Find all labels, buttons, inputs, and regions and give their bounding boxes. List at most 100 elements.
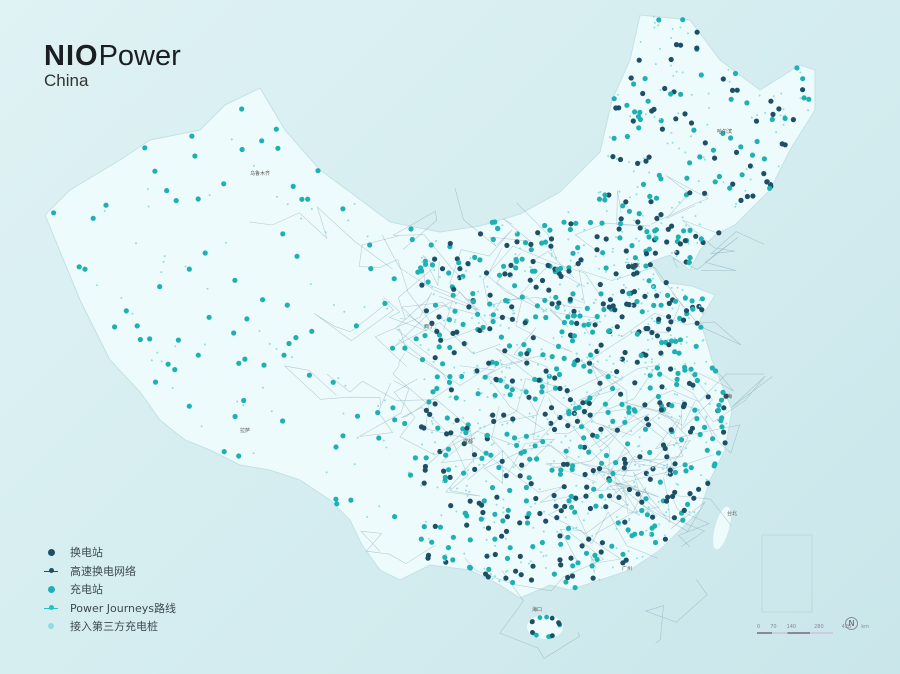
third-party-charger-dot bbox=[599, 190, 602, 193]
third-party-charger-dot bbox=[276, 195, 279, 198]
charge-station-dot bbox=[446, 379, 453, 385]
charge-station-dot bbox=[767, 185, 773, 191]
swap-station-dot bbox=[490, 412, 496, 418]
swap-station-dot bbox=[444, 431, 450, 437]
charge-station-dot bbox=[571, 362, 577, 368]
charge-station-dot bbox=[646, 234, 652, 240]
charge-station-dot bbox=[241, 397, 247, 404]
charge-station-dot bbox=[221, 449, 227, 455]
third-party-charger-dot bbox=[636, 186, 639, 188]
third-party-charger-dot bbox=[606, 487, 609, 490]
swap-station-dot bbox=[514, 239, 520, 245]
third-party-charger-dot bbox=[563, 309, 566, 312]
charge-station-dot bbox=[682, 364, 688, 370]
third-party-charger-dot bbox=[504, 376, 507, 379]
third-party-charger-dot bbox=[727, 68, 730, 71]
swap-station-dot bbox=[702, 190, 708, 196]
charge-station-dot bbox=[486, 566, 492, 573]
charge-station-dot bbox=[539, 384, 545, 390]
charge-station-dot bbox=[719, 424, 725, 430]
third-party-charger-dot bbox=[456, 277, 459, 280]
third-party-charger-dot bbox=[433, 269, 436, 271]
swap-station-dot bbox=[664, 454, 670, 460]
third-party-charger-dot bbox=[501, 423, 504, 426]
third-party-charger-dot bbox=[342, 412, 345, 415]
charge-station-dot bbox=[577, 313, 583, 319]
swap-station-dot bbox=[556, 270, 562, 276]
third-party-charger-dot bbox=[465, 269, 467, 272]
third-party-charger-dot bbox=[427, 537, 430, 540]
charge-station-dot bbox=[306, 372, 312, 378]
highway-route bbox=[283, 365, 382, 406]
swap-station-dot bbox=[694, 29, 700, 35]
third-party-charger-dot bbox=[588, 343, 591, 346]
swap-station-dot bbox=[668, 56, 674, 63]
swap-station-dot bbox=[656, 316, 662, 322]
swap-station-dot bbox=[636, 57, 642, 63]
charge-station-dot bbox=[294, 253, 300, 259]
swap-station-dot bbox=[646, 154, 652, 160]
third-party-charger-dot bbox=[549, 296, 552, 299]
swap-station-dot bbox=[567, 397, 574, 403]
swap-station-dot bbox=[618, 216, 624, 222]
charge-station-dot bbox=[585, 321, 592, 328]
swap-station-dot bbox=[564, 388, 570, 394]
third-party-charger-dot bbox=[512, 312, 515, 315]
swap-station-dot bbox=[543, 518, 549, 524]
city-label: 乌鲁木齐 bbox=[250, 171, 271, 177]
third-party-charger-dot bbox=[596, 321, 599, 324]
charge-station-dot bbox=[591, 486, 597, 492]
swap-station-dot bbox=[573, 495, 579, 501]
third-party-charger-dot bbox=[520, 378, 523, 381]
third-party-charger-dot bbox=[378, 505, 381, 508]
swap-station-dot bbox=[658, 212, 664, 218]
third-party-charger-dot bbox=[454, 465, 457, 468]
swap-station-dot bbox=[702, 140, 708, 146]
third-party-charger-dot bbox=[510, 361, 513, 364]
swap-station-dot bbox=[738, 197, 744, 203]
charge-station-dot bbox=[704, 447, 710, 453]
third-party-charger-dot bbox=[654, 63, 657, 66]
third-party-charger-dot bbox=[653, 234, 656, 237]
charge-station-dot bbox=[769, 116, 775, 123]
third-party-charger-dot bbox=[455, 510, 458, 513]
third-party-charger-dot bbox=[749, 178, 752, 181]
third-party-charger-dot bbox=[685, 447, 688, 450]
third-party-charger-dot bbox=[654, 289, 657, 292]
third-party-charger-dot bbox=[722, 181, 725, 184]
swap-station-dot bbox=[448, 430, 454, 436]
charge-station-dot bbox=[639, 309, 645, 315]
charge-station-dot bbox=[450, 292, 456, 298]
third-party-charger-dot bbox=[495, 503, 498, 506]
third-party-charger-dot bbox=[463, 399, 466, 402]
swap-station-dot bbox=[621, 465, 627, 471]
charge-station-dot bbox=[728, 135, 734, 141]
swap-station-dot bbox=[668, 427, 674, 433]
swap-station-dot bbox=[464, 522, 470, 528]
swap-station-dot bbox=[466, 304, 472, 310]
charge-station-dot bbox=[479, 455, 485, 461]
third-party-charger-dot bbox=[782, 123, 785, 126]
charge-station-dot bbox=[558, 467, 564, 473]
charge-station-dot bbox=[284, 302, 290, 308]
charge-station-dot bbox=[475, 391, 481, 397]
swap-station-dot bbox=[678, 42, 684, 48]
highway-route bbox=[249, 206, 393, 270]
charge-station-dot bbox=[530, 544, 536, 550]
charge-station-dot bbox=[236, 360, 242, 366]
charge-station-dot bbox=[655, 393, 662, 400]
charge-station-dot bbox=[530, 619, 535, 624]
charge-station-dot bbox=[518, 450, 524, 456]
third-party-charger-dot bbox=[270, 410, 273, 413]
swap-station-dot bbox=[642, 293, 648, 299]
third-party-charger-dot bbox=[647, 473, 650, 476]
third-party-charger-dot bbox=[734, 205, 737, 208]
charge-station-dot bbox=[782, 115, 788, 121]
third-party-charger-dot bbox=[549, 462, 552, 465]
charge-station-dot bbox=[434, 385, 440, 392]
third-party-charger-dot bbox=[687, 242, 690, 245]
third-party-charger-dot bbox=[644, 227, 647, 230]
third-party-charger-dot bbox=[756, 114, 759, 117]
third-party-charger-dot bbox=[575, 526, 578, 529]
third-party-charger-dot bbox=[636, 445, 639, 448]
